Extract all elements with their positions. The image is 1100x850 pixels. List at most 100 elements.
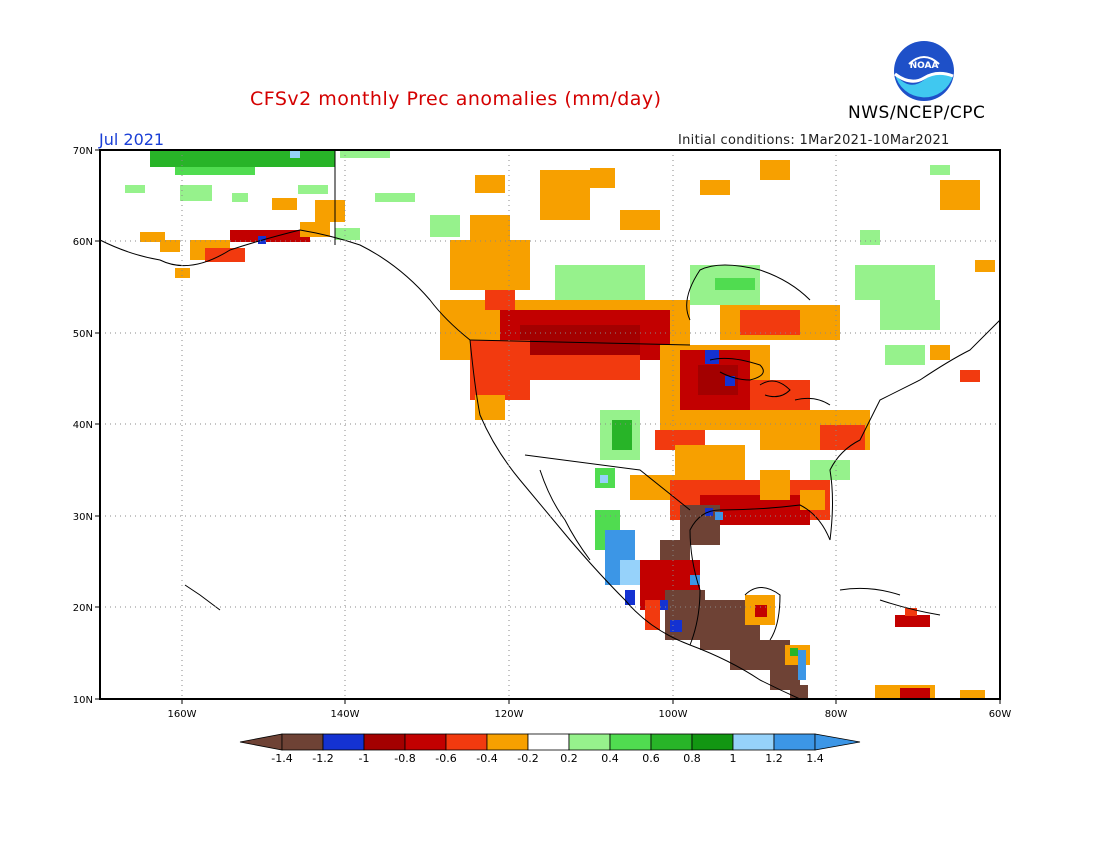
lon-label: 120W <box>495 709 524 720</box>
colorbar-label: -0.6 <box>435 752 456 765</box>
lat-label: 30N <box>73 512 93 523</box>
lat-label: 40N <box>73 420 93 431</box>
colorbar-swatch <box>281 733 324 751</box>
anomaly-cell <box>600 475 608 483</box>
anomaly-cell <box>620 560 640 585</box>
lat-label: 20N <box>73 603 93 614</box>
agency-label: NWS/NCEP/CPC <box>848 103 986 123</box>
colorbar-label: 0.4 <box>601 752 619 765</box>
lon-label: 60W <box>989 709 1012 720</box>
anomaly-cell <box>725 376 735 386</box>
lat-label: 70N <box>73 146 93 157</box>
anomaly-cell <box>940 180 980 210</box>
axis-ticks <box>95 149 1001 704</box>
anomaly-cell <box>855 265 935 300</box>
anomaly-cell <box>930 165 950 175</box>
colorbar-label: 1.4 <box>806 752 824 765</box>
map-title: CFSv2 monthly Prec anomalies (mm/day) <box>250 88 662 110</box>
anomaly-cell <box>665 590 705 640</box>
anomaly-cell <box>475 175 505 193</box>
lon-label: 160W <box>168 709 197 720</box>
anomaly-cell <box>790 648 798 656</box>
lat-label: 50N <box>73 329 93 340</box>
anomaly-cell <box>885 345 925 365</box>
colorbar-right-arrow <box>814 733 861 751</box>
anomaly-cell <box>530 355 640 380</box>
anomaly-field <box>125 150 995 699</box>
anomaly-cell <box>125 185 145 193</box>
lat-label: 60N <box>73 237 93 248</box>
anomaly-cell <box>700 180 730 195</box>
anomaly-cell <box>900 688 930 699</box>
anomaly-cell <box>798 650 806 680</box>
anomaly-cell <box>485 290 515 310</box>
anomaly-cell <box>315 200 345 222</box>
anomaly-cell <box>175 167 255 175</box>
anomaly-cell <box>520 325 640 355</box>
anomaly-cell <box>740 310 800 335</box>
forecast-period: Jul 2021 <box>99 130 165 149</box>
colorbar-label: 1 <box>730 752 737 765</box>
anomaly-cell <box>960 690 985 699</box>
anomaly-cell <box>715 278 755 290</box>
anomaly-cell <box>475 395 505 420</box>
colorbar-swatch <box>363 733 406 751</box>
anomaly-cell <box>820 425 865 450</box>
anomaly-cell <box>140 232 165 242</box>
anomaly-cell <box>450 240 530 290</box>
anomaly-cell <box>960 370 980 382</box>
anomaly-cell <box>590 168 615 188</box>
colorbar-swatch <box>732 733 775 751</box>
noaa-logo-icon: NOAA <box>894 41 954 101</box>
colorbar-swatch <box>445 733 488 751</box>
lon-label: 100W <box>659 709 688 720</box>
colorbar-label: -1.4 <box>271 752 292 765</box>
anomaly-cell <box>230 230 310 242</box>
anomaly-cell <box>680 505 720 545</box>
colorbar-swatch <box>322 733 365 751</box>
colorbar-swatch <box>650 733 693 751</box>
anomaly-cell <box>750 380 810 410</box>
anomaly-cell <box>175 268 190 278</box>
colorbar-label: 0.2 <box>560 752 578 765</box>
anomaly-cell <box>375 193 415 202</box>
lon-label: 80W <box>825 709 848 720</box>
colorbar-label: -0.4 <box>476 752 497 765</box>
colorbar-swatch <box>527 733 570 751</box>
graticule <box>100 150 1000 699</box>
great-lakes <box>709 357 831 406</box>
anomaly-cell <box>755 605 767 617</box>
colorbar-label: -0.2 <box>517 752 538 765</box>
colorbar-label: -1.2 <box>312 752 333 765</box>
noaa-logo-text: NOAA <box>910 61 939 71</box>
anomaly-cell <box>715 512 723 520</box>
anomaly-cell <box>160 240 180 252</box>
anomaly-cell <box>272 198 297 210</box>
anomaly-cell <box>555 265 645 305</box>
anomaly-cell <box>880 300 940 330</box>
anomaly-cell <box>705 350 719 364</box>
colorbar-label: 1.2 <box>765 752 783 765</box>
colorbar-swatch <box>773 733 816 751</box>
anomaly-cell <box>232 193 248 202</box>
colorbar-label: -0.8 <box>394 752 415 765</box>
anomaly-cell <box>760 470 790 500</box>
anomaly-cell <box>620 210 660 230</box>
anomaly-cell <box>470 340 530 400</box>
colorbar-left-arrow <box>239 733 283 751</box>
colorbar-label: 0.8 <box>683 752 701 765</box>
anomaly-cell <box>298 185 328 194</box>
anomaly-cell <box>300 222 330 237</box>
anomaly-cell <box>975 260 995 272</box>
lat-label: 10N <box>73 695 93 706</box>
anomaly-cell <box>290 150 300 158</box>
anomaly-cell <box>625 590 635 605</box>
colorbar-swatch <box>568 733 611 751</box>
anomaly-cell <box>800 490 825 510</box>
anomaly-cell <box>930 345 950 360</box>
initial-conditions: Initial conditions: 1Mar2021-10Mar2021 <box>678 133 950 148</box>
colorbar-label: -1 <box>359 752 370 765</box>
colorbar-label: 0.6 <box>642 752 660 765</box>
anomaly-cell <box>760 160 790 180</box>
